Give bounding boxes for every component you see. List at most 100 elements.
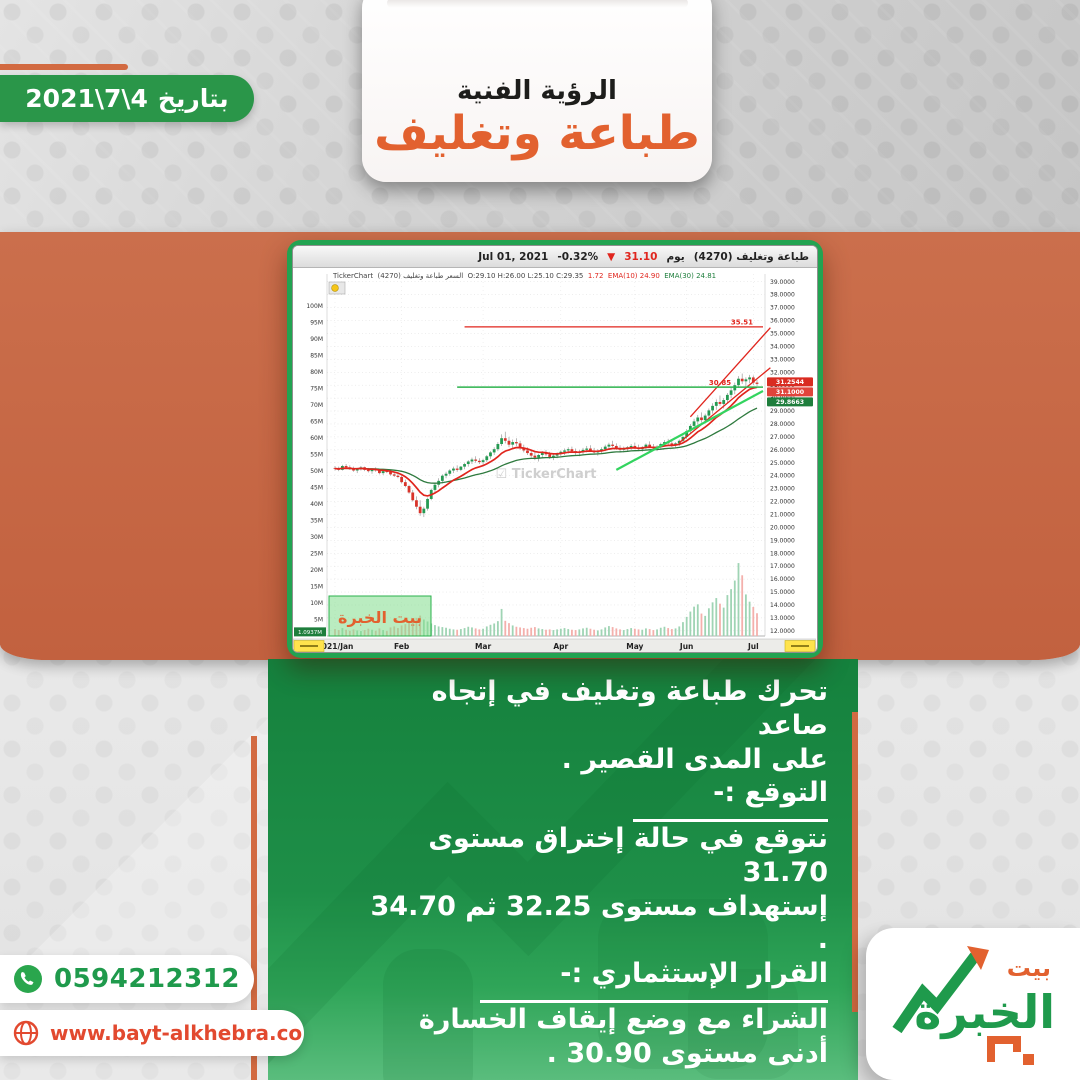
svg-text:30.85: 30.85 (709, 379, 731, 387)
svg-text:60M: 60M (310, 435, 323, 442)
svg-text:2021/Jan: 2021/Jan (317, 642, 354, 651)
svg-text:May: May (626, 642, 643, 651)
house-icon (987, 1036, 1021, 1062)
header-card-gloss (386, 0, 688, 8)
analysis-line: أدنى مستوى 30.90 . (546, 1037, 828, 1069)
svg-text:55M: 55M (310, 452, 323, 459)
svg-text:29.8663: 29.8663 (776, 399, 804, 406)
svg-text:27.0000: 27.0000 (770, 434, 795, 441)
svg-text:18.0000: 18.0000 (770, 550, 795, 557)
svg-text:20.0000: 20.0000 (770, 524, 795, 531)
chart-frame: طباعة وتغليف (4270) يوم 31.10 ▼ -0.32% J… (287, 240, 823, 658)
website-contact[interactable]: www.bayt-alkhebra.co (0, 1010, 304, 1056)
svg-text:10M: 10M (310, 600, 323, 607)
svg-text:19.0000: 19.0000 (770, 537, 795, 544)
date-label: بتاريخ (157, 84, 229, 113)
svg-text:14.0000: 14.0000 (770, 602, 795, 609)
svg-text:1.0937M: 1.0937M (298, 630, 322, 636)
panel-accent-left (251, 736, 257, 1080)
whatsapp-number[interactable]: 0594212312 (54, 964, 240, 994)
page-title: طباعة وتغليف (374, 106, 700, 161)
svg-text:36.0000: 36.0000 (770, 318, 795, 325)
analysis-heading-decision: القرار الإستثماري :- (358, 957, 828, 1003)
svg-text:21.0000: 21.0000 (770, 511, 795, 518)
analysis-line: نتوقع في حالة إختراق مستوى 31.70 (428, 823, 828, 888)
analysis-panel: تحرك طباعة وتغليف في إتجاه صاعد على المد… (268, 659, 858, 1080)
svg-text:75M: 75M (310, 386, 323, 393)
svg-text:39.0000: 39.0000 (770, 279, 795, 286)
svg-text:37.0000: 37.0000 (770, 305, 795, 312)
svg-text:85M: 85M (310, 353, 323, 360)
analysis-line: على المدى القصير . (561, 743, 828, 775)
svg-text:بيت الخبرة: بيت الخبرة (338, 608, 422, 627)
header-card: الرؤية الفنية طباعة وتغليف (362, 0, 712, 182)
chart-change: -0.32% (557, 250, 599, 263)
svg-text:13.0000: 13.0000 (770, 615, 795, 622)
candlestick-chart[interactable]: 39.0000 38.0000 37.0000 36.0000 35.0000 34.00… (293, 268, 816, 653)
svg-text:31.1000: 31.1000 (776, 389, 805, 396)
svg-text:30M: 30M (310, 534, 323, 541)
svg-text:Mar: Mar (475, 642, 492, 651)
svg-text:Jun: Jun (679, 642, 693, 651)
svg-text:16.0000: 16.0000 (770, 576, 795, 583)
panel-accent-right (852, 712, 858, 1012)
svg-text:25.0000: 25.0000 (770, 460, 795, 467)
logo-word-bottom: الخبرة (914, 985, 1055, 1039)
svg-text:☑ TickerChart: ☑ TickerChart (496, 467, 597, 482)
svg-text:28.0000: 28.0000 (770, 421, 795, 428)
svg-text:17.0000: 17.0000 (770, 563, 795, 570)
logo-word-top: بيت (1007, 954, 1051, 982)
svg-text:15.0000: 15.0000 (770, 589, 795, 596)
svg-text:Feb: Feb (394, 642, 410, 651)
brand-logo: بيت الخبرة (892, 946, 1055, 1065)
svg-text:Jul: Jul (747, 642, 759, 651)
svg-text:38.0000: 38.0000 (770, 292, 795, 299)
svg-text:29.0000: 29.0000 (770, 408, 795, 415)
website-url[interactable]: www.bayt-alkhebra.co (50, 1021, 303, 1045)
svg-text:Apr: Apr (553, 642, 568, 651)
chart-date: Jul 01, 2021 (478, 250, 549, 263)
svg-text:80M: 80M (310, 369, 323, 376)
svg-text:26.0000: 26.0000 (770, 447, 795, 454)
svg-text:20M: 20M (310, 567, 323, 574)
svg-text:35M: 35M (310, 518, 323, 525)
arrow-head-icon (967, 946, 989, 970)
svg-text:100M: 100M (306, 303, 323, 310)
svg-text:15M: 15M (310, 584, 323, 591)
svg-text:40M: 40M (310, 501, 323, 508)
legend-ema30: EMA(30) 24.81 (664, 272, 717, 280)
globe-icon (13, 1020, 39, 1046)
chart-period[interactable]: يوم (666, 250, 685, 263)
svg-text:23.0000: 23.0000 (770, 486, 795, 493)
legend-app: TickerChart (333, 272, 374, 280)
analysis-line: تحرك طباعة وتغليف في إتجاه صاعد (431, 676, 828, 741)
header-subtitle: الرؤية الفنية (457, 76, 617, 106)
legend-ohlc: O:29.10 H:26.00 L:25.10 C:29.35 (467, 272, 584, 280)
legend-series: السعر طباعة وتغليف (4270) (377, 272, 464, 280)
analysis-line: إستهداف مستوى 32.25 ثم 34.70 . (370, 890, 829, 956)
svg-text:24.0000: 24.0000 (770, 473, 795, 480)
brand-logo-card: بيت الخبرة (866, 928, 1080, 1080)
svg-text:35.0000: 35.0000 (770, 330, 795, 337)
down-arrow-icon: ▼ (607, 250, 616, 263)
analysis-heading-expectation: التوقع :- (358, 776, 828, 822)
chart-symbol: طباعة وتغليف (4270) (693, 250, 809, 263)
date-badge: 2021\7\4 بتاريخ (0, 75, 254, 122)
analysis-line: الشراء مع وضع إيقاف الخسارة (418, 1003, 828, 1035)
svg-text:33.0000: 33.0000 (770, 356, 795, 363)
date-value: 2021\7\4 (25, 84, 148, 113)
svg-text:5M: 5M (314, 617, 323, 624)
svg-text:90M: 90M (310, 336, 323, 343)
svg-text:50M: 50M (310, 468, 323, 475)
legend-ema10: EMA(10) 24.90 (607, 272, 660, 280)
analysis-text: تحرك طباعة وتغليف في إتجاه صاعد على المد… (268, 659, 858, 1080)
svg-text:65M: 65M (310, 419, 323, 426)
svg-text:12.0000: 12.0000 (770, 628, 795, 635)
svg-text:32.0000: 32.0000 (770, 369, 795, 376)
svg-text:31.2544: 31.2544 (776, 379, 805, 386)
chart-window: طباعة وتغليف (4270) يوم 31.10 ▼ -0.32% J… (292, 245, 818, 653)
whatsapp-contact[interactable]: 0594212312 (0, 955, 254, 1003)
chart-legend: TickerChart السعر طباعة وتغليف (4270) O:… (333, 272, 716, 280)
svg-text:34.0000: 34.0000 (770, 343, 795, 350)
svg-text:25M: 25M (310, 551, 323, 558)
